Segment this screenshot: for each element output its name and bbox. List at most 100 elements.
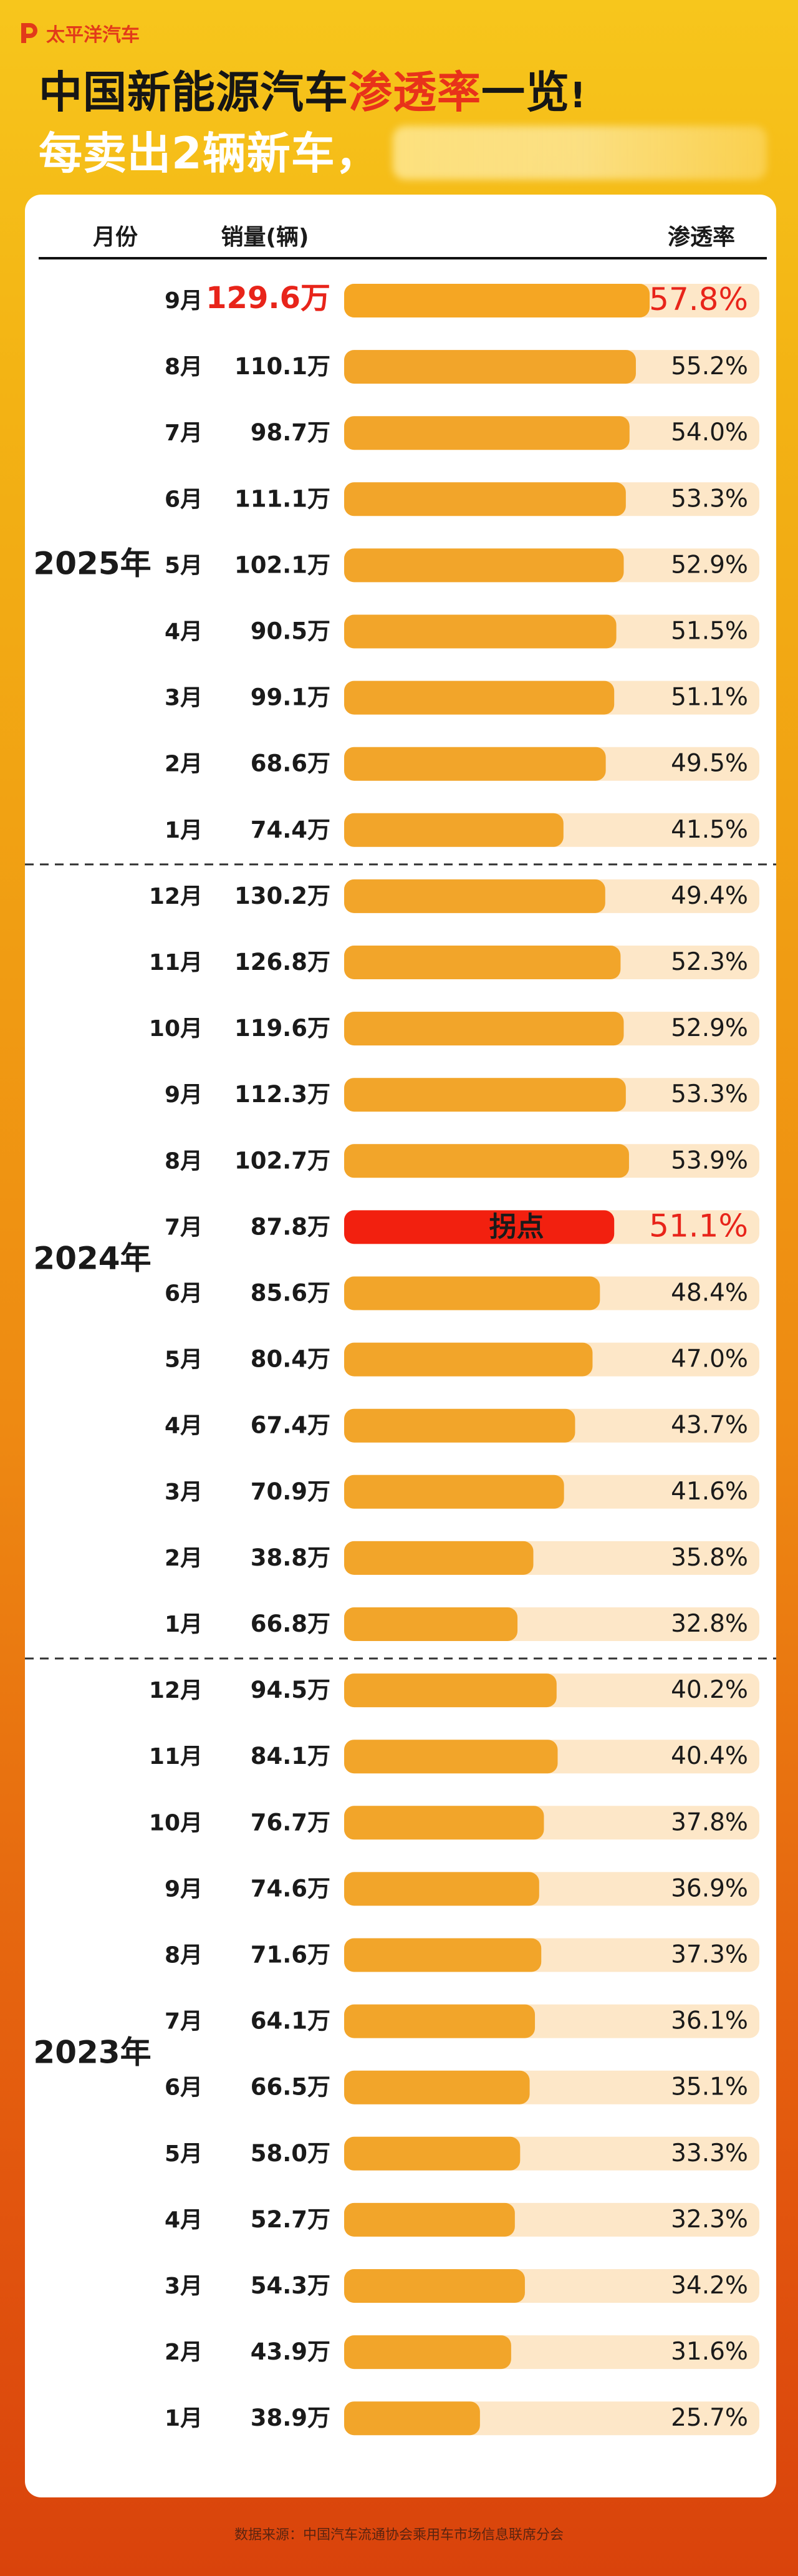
rate-label: 37.8% bbox=[671, 1808, 748, 1836]
rate-bar bbox=[344, 1144, 629, 1178]
rate-bar bbox=[344, 548, 624, 583]
sales-label: 102.1万 bbox=[234, 551, 330, 578]
month-label: 4月 bbox=[165, 1413, 203, 1439]
rate-bar bbox=[344, 1474, 564, 1509]
month-label: 10月 bbox=[149, 1016, 203, 1042]
sales-label: 99.1万 bbox=[251, 684, 330, 711]
sales-label: 84.1万 bbox=[251, 1743, 330, 1770]
month-label: 2月 bbox=[165, 1546, 203, 1571]
rate-bar bbox=[344, 813, 564, 847]
sales-label: 38.8万 bbox=[251, 1544, 330, 1571]
rate-bar bbox=[344, 2269, 525, 2303]
rate-label: 36.9% bbox=[671, 1874, 748, 1902]
rate-bar bbox=[344, 2401, 480, 2436]
sales-label: 70.9万 bbox=[251, 1478, 330, 1505]
sales-label: 64.1万 bbox=[251, 2008, 330, 2035]
month-label: 5月 bbox=[165, 2141, 203, 2167]
rate-label: 47.0% bbox=[671, 1345, 748, 1373]
rate-bar bbox=[344, 1276, 600, 1310]
month-label: 8月 bbox=[165, 1943, 203, 1968]
year-label: 2023年 bbox=[33, 2035, 151, 2071]
rate-label: 53.9% bbox=[671, 1146, 748, 1174]
month-label: 8月 bbox=[165, 1148, 203, 1174]
rate-label: 36.1% bbox=[671, 2007, 748, 2035]
rate-bar bbox=[344, 2202, 515, 2237]
sales-label: 85.6万 bbox=[251, 1280, 330, 1307]
rate-label: 43.7% bbox=[671, 1411, 748, 1440]
rate-label: 40.4% bbox=[671, 1742, 748, 1770]
brand-logo: 太平洋汽车 bbox=[19, 17, 140, 49]
month-label: 5月 bbox=[165, 1347, 203, 1373]
sales-label: 76.7万 bbox=[251, 1809, 330, 1836]
month-label: 2月 bbox=[165, 752, 203, 777]
rate-bar bbox=[344, 1872, 539, 1906]
rate-label: 41.5% bbox=[671, 816, 748, 844]
month-label: 7月 bbox=[165, 2009, 203, 2035]
month-label: 9月 bbox=[165, 1082, 203, 1108]
sales-label: 43.9万 bbox=[251, 2338, 330, 2365]
rate-bar bbox=[344, 614, 617, 649]
rate-bar bbox=[344, 2136, 521, 2171]
title-part2: 一览 bbox=[481, 67, 570, 118]
sales-label: 87.8万 bbox=[251, 1213, 330, 1240]
page-subtitle: 每卖出2辆新车， bbox=[39, 128, 380, 179]
rate-label: 51.1% bbox=[671, 684, 748, 712]
sales-label: 66.8万 bbox=[251, 1610, 330, 1637]
rate-bar bbox=[344, 2070, 530, 2104]
rate-label: 31.6% bbox=[671, 2338, 748, 2366]
sales-label: 110.1万 bbox=[234, 353, 330, 380]
sales-label: 119.6万 bbox=[234, 1015, 330, 1042]
rate-label: 49.4% bbox=[671, 882, 748, 910]
sales-label: 126.8万 bbox=[234, 949, 330, 976]
rate-label: 54.0% bbox=[671, 419, 748, 447]
rate-bar bbox=[344, 1938, 542, 1972]
rate-label: 55.2% bbox=[671, 352, 748, 380]
rate-bar bbox=[344, 680, 615, 715]
rate-label: 52.9% bbox=[671, 1014, 748, 1042]
rate-bar bbox=[344, 482, 626, 516]
brand-logo-icon bbox=[21, 23, 37, 43]
rate-label: 53.3% bbox=[671, 1080, 748, 1108]
sales-label: 112.3万 bbox=[234, 1081, 330, 1108]
rate-bar bbox=[344, 1012, 624, 1046]
header-divider bbox=[39, 257, 767, 259]
month-label: 12月 bbox=[149, 1678, 203, 1703]
rate-bar bbox=[344, 1740, 558, 1774]
month-label: 1月 bbox=[165, 1612, 203, 1637]
sales-label: 54.3万 bbox=[251, 2272, 330, 2299]
rate-label: 32.3% bbox=[671, 2206, 748, 2234]
rate-bar bbox=[344, 2004, 536, 2038]
month-label: 11月 bbox=[149, 1744, 203, 1770]
rate-label: 41.6% bbox=[671, 1478, 748, 1506]
year-label: 2024年 bbox=[33, 1240, 151, 1276]
month-label: 8月 bbox=[165, 354, 203, 380]
sales-label: 90.5万 bbox=[251, 618, 330, 645]
rate-label: 32.8% bbox=[671, 1610, 748, 1638]
rate-label: 49.5% bbox=[671, 750, 748, 778]
month-label: 6月 bbox=[165, 487, 203, 512]
month-label: 3月 bbox=[165, 1479, 203, 1505]
rate-label: 34.2% bbox=[671, 2272, 748, 2300]
sales-label: 68.6万 bbox=[251, 750, 330, 777]
rate-bar bbox=[344, 1673, 557, 1708]
sales-label: 67.4万 bbox=[251, 1412, 330, 1439]
month-label: 12月 bbox=[149, 884, 203, 909]
rate-label: 52.3% bbox=[671, 948, 748, 976]
month-label: 1月 bbox=[165, 818, 203, 843]
rate-bar bbox=[344, 350, 636, 384]
sales-label: 74.4万 bbox=[251, 816, 330, 843]
sales-label: 38.9万 bbox=[251, 2404, 330, 2431]
month-label: 7月 bbox=[165, 420, 203, 446]
month-label: 1月 bbox=[165, 2406, 203, 2431]
month-label: 10月 bbox=[149, 1810, 203, 1836]
sales-label: 52.7万 bbox=[251, 2206, 330, 2233]
rate-bar bbox=[344, 747, 606, 781]
month-label: 7月 bbox=[165, 1214, 203, 1240]
column-header-rate: 渗透率 bbox=[668, 225, 735, 250]
month-label: 6月 bbox=[165, 1281, 203, 1307]
rate-label: 48.4% bbox=[671, 1279, 748, 1307]
rate-label: 57.8% bbox=[649, 281, 748, 317]
sales-label: 71.6万 bbox=[251, 1942, 330, 1968]
month-label: 3月 bbox=[165, 2273, 203, 2299]
